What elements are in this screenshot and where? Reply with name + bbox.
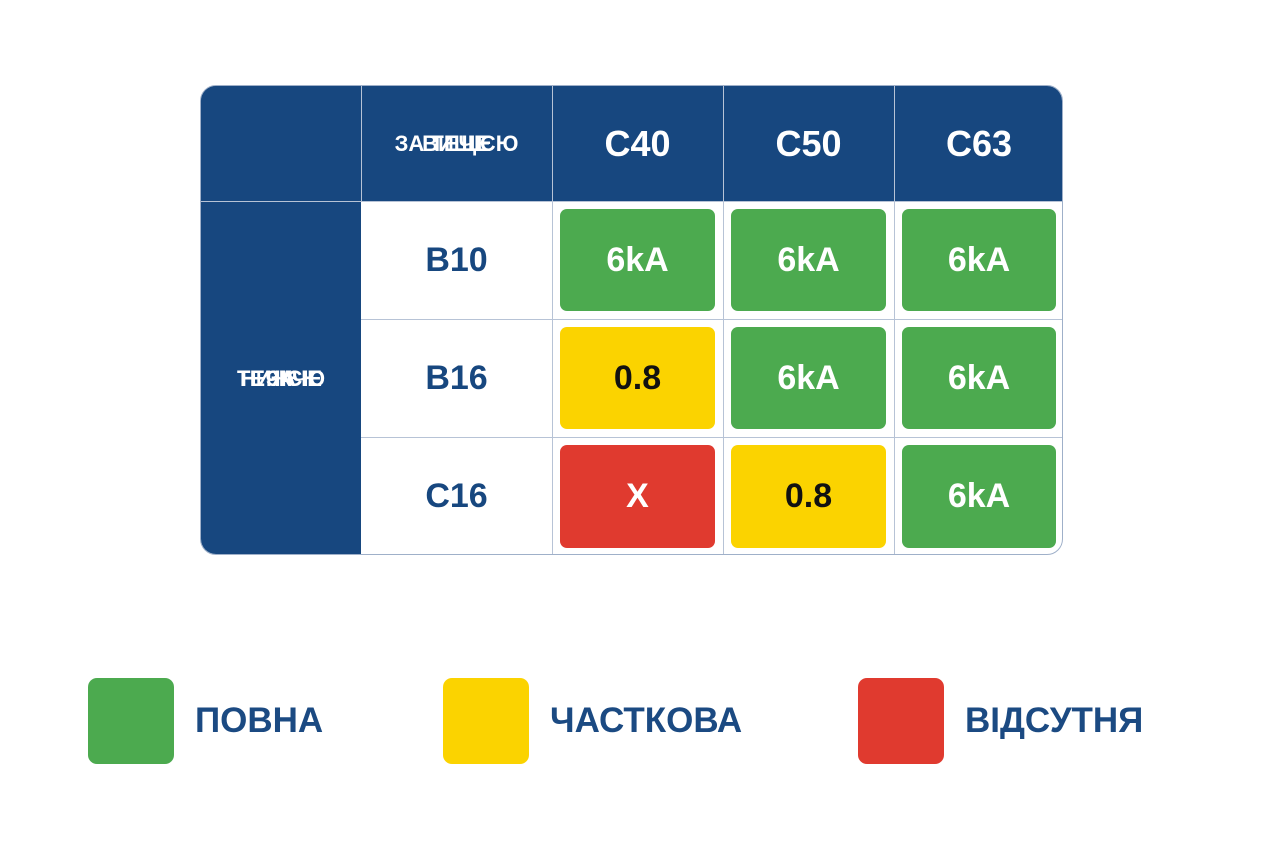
legend-label: ВІДСУТНЯ — [965, 701, 1144, 740]
status-cell: 0.8 — [560, 327, 715, 429]
label-line: НИЖЧЕ — [240, 366, 322, 391]
row-divider — [201, 201, 1062, 202]
row-label: B10 — [425, 240, 488, 279]
label-line: ТЕЧІЄЮ — [236, 366, 326, 391]
column-divider — [552, 86, 553, 554]
label-line: ЗА ТЕЧІЄЮ — [394, 130, 519, 156]
selectivity-table: ВИЩЕ ЗА ТЕЧІЄЮ НИЖЧЕ ЗА ТЕЧІЄЮ C40 C50 C63 B10 6k… — [200, 85, 1063, 555]
column-divider — [723, 86, 724, 554]
legend-swatch — [88, 678, 174, 764]
status-cell: 6kA — [560, 209, 715, 311]
label-line: ВИЩЕ — [422, 130, 491, 156]
column-header: C63 — [945, 122, 1013, 164]
column-header: C50 — [775, 122, 842, 164]
upstream-label: ВИЩЕ ЗА ТЕЧІЄЮ — [361, 86, 552, 201]
status-cell: 6kA — [902, 209, 1056, 311]
row-divider — [361, 319, 1062, 320]
row-divider — [361, 437, 1062, 438]
row-label: C16 — [425, 477, 488, 515]
status-cell: 6kA — [731, 327, 886, 429]
status-cell: 6kA — [902, 327, 1056, 429]
legend-swatch — [858, 678, 944, 764]
column-header: C40 — [604, 122, 671, 164]
status-cell: X — [560, 445, 715, 548]
legend-swatch — [443, 678, 529, 764]
status-cell: 0.8 — [731, 445, 886, 548]
downstream-label: НИЖЧЕ ЗА ТЕЧІЄЮ — [201, 201, 361, 554]
legend-label: ПОВНА — [195, 701, 324, 740]
column-divider — [361, 86, 362, 201]
status-cell: 6kA — [902, 445, 1056, 548]
legend-label: ЧАСТКОВА — [550, 701, 743, 740]
downstream-column — [201, 86, 361, 554]
column-divider — [894, 86, 895, 554]
row-label: B16 — [425, 358, 488, 397]
status-cell: 6kA — [731, 209, 886, 311]
label-line: ЗА — [266, 366, 296, 391]
